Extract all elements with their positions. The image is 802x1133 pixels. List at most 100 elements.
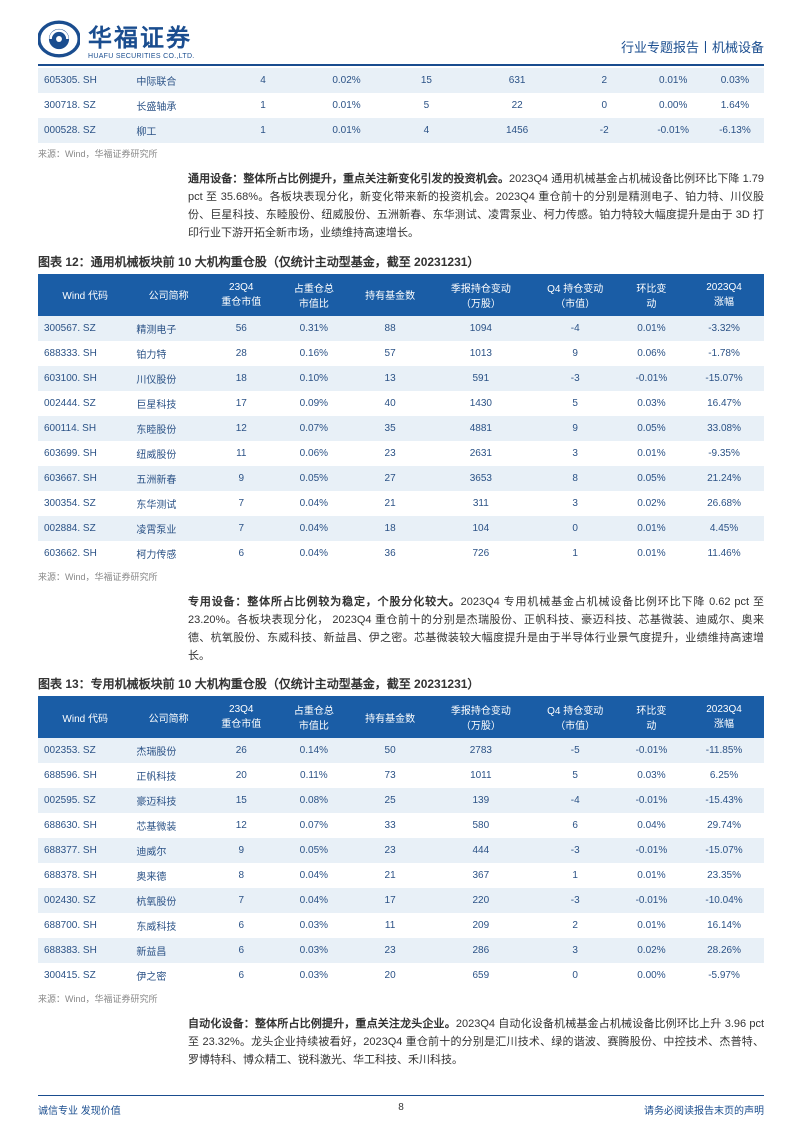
col-header: 持有基金数 <box>350 274 430 316</box>
table-cell: 0.31% <box>278 316 351 341</box>
table-cell: 伊之密 <box>132 963 205 988</box>
table-cell: 0.03% <box>619 763 684 788</box>
table-cell: -0.01% <box>619 788 684 813</box>
table-cell: 28 <box>205 341 278 366</box>
table-cell: 18 <box>205 366 278 391</box>
table-cell: 2 <box>532 913 619 938</box>
table-cell: -5.97% <box>684 963 764 988</box>
table-cell: 26 <box>205 738 278 763</box>
table-cell: 0.08% <box>278 788 351 813</box>
table-cell: 2783 <box>430 738 532 763</box>
table-cell: 0.04% <box>278 516 351 541</box>
table-cell: 4 <box>219 68 306 93</box>
table-cell: 0.05% <box>278 838 351 863</box>
col-header: 公司简称 <box>132 274 205 316</box>
table-cell: 28.26% <box>684 938 764 963</box>
header-right: 行业专题报告丨机械设备 <box>621 37 764 60</box>
table-cell: 21.24% <box>684 466 764 491</box>
footer-page-number: 8 <box>398 1102 404 1113</box>
table-cell: 3 <box>532 491 619 516</box>
table-cell: 2 <box>568 68 641 93</box>
table-cell: 7 <box>205 491 278 516</box>
col-header: 23Q4重仓市值 <box>205 696 278 738</box>
table-cell: 25 <box>350 788 430 813</box>
para3-bold: 自动化设备：整体所占比例提升，重点关注龙头企业。 <box>188 1018 456 1030</box>
table-cell: 4881 <box>430 416 532 441</box>
table-cell: 0.16% <box>278 341 351 366</box>
table-cell: 3653 <box>430 466 532 491</box>
table-cell: 纽威股份 <box>132 441 205 466</box>
col-header: 2023Q4涨幅 <box>684 696 764 738</box>
table-cell: 0.04% <box>278 888 351 913</box>
table-cell: 631 <box>466 68 568 93</box>
table-row: 688333. SH铂力特280.16%57101390.06%-1.78% <box>38 341 764 366</box>
table-cell: 23 <box>350 441 430 466</box>
table-cell: 11.46% <box>684 541 764 566</box>
logo-block: 华福证券 HUAFU SECURITIES CO.,LTD. <box>38 18 195 60</box>
table-cell: 0.02% <box>619 938 684 963</box>
table-cell: 688333. SH <box>38 341 132 366</box>
col-header: 23Q4重仓市值 <box>205 274 278 316</box>
table-cell: -1.78% <box>684 341 764 366</box>
table-cell: 36 <box>350 541 430 566</box>
table-cell: 0.01% <box>307 93 387 118</box>
table-cell: 603699. SH <box>38 441 132 466</box>
table-cell: 35 <box>350 416 430 441</box>
table-cell: 17 <box>350 888 430 913</box>
table-cell: 9 <box>532 416 619 441</box>
table-cell: 57 <box>350 341 430 366</box>
table-cell: 1 <box>532 863 619 888</box>
table-cell: 688596. SH <box>38 763 132 788</box>
table-cell: 7 <box>205 888 278 913</box>
table-row: 300354. SZ东华测试70.04%2131130.02%26.68% <box>38 491 764 516</box>
table-cell: 0.07% <box>278 813 351 838</box>
table-row: 688378. SH奥来德80.04%2136710.01%23.35% <box>38 863 764 888</box>
table-cell: 300567. SZ <box>38 316 132 341</box>
table-cell: 1094 <box>430 316 532 341</box>
table-cell: 0.01% <box>619 913 684 938</box>
table-cell: 286 <box>430 938 532 963</box>
col-header: 占重仓总市值比 <box>278 696 351 738</box>
table-cell: 0.01% <box>619 316 684 341</box>
table-cell: -0.01% <box>641 118 706 143</box>
table-cell: 1 <box>219 118 306 143</box>
table-cell: 新益昌 <box>132 938 205 963</box>
table-cell: 0.01% <box>619 516 684 541</box>
table-cell: 1 <box>219 93 306 118</box>
table-cell: 300415. SZ <box>38 963 132 988</box>
table-cell: 002353. SZ <box>38 738 132 763</box>
table-cell: 311 <box>430 491 532 516</box>
table-cell: 16.47% <box>684 391 764 416</box>
table-cell: 688630. SH <box>38 813 132 838</box>
table-cell: -15.07% <box>684 838 764 863</box>
table-cell: 13 <box>350 366 430 391</box>
table-cell: -2 <box>568 118 641 143</box>
table-cell: 56 <box>205 316 278 341</box>
table-cell: 605305. SH <box>38 68 132 93</box>
table-cell: 铂力特 <box>132 341 205 366</box>
table-cell: 000528. SZ <box>38 118 132 143</box>
table-cell: 6.25% <box>684 763 764 788</box>
table-cell: 0.06% <box>619 341 684 366</box>
table-cell: 11 <box>205 441 278 466</box>
footer-right: 请务必阅读报告末页的声明 <box>644 1102 764 1117</box>
col-header: 季报持仓变动（万股） <box>430 274 532 316</box>
table-cell: 1013 <box>430 341 532 366</box>
table-cell: 139 <box>430 788 532 813</box>
table-cell: 0.00% <box>641 93 706 118</box>
table-cell: 0.01% <box>641 68 706 93</box>
col-header: 占重仓总市值比 <box>278 274 351 316</box>
col-header: 2023Q4涨幅 <box>684 274 764 316</box>
table-cell: 0 <box>532 516 619 541</box>
table-row: 002884. SZ凌霄泵业70.04%1810400.01%4.45% <box>38 516 764 541</box>
table-row: 002444. SZ巨星科技170.09%40143050.03%16.47% <box>38 391 764 416</box>
table-cell: 22 <box>466 93 568 118</box>
table-cell: 21 <box>350 491 430 516</box>
table-row: 300567. SZ精测电子560.31%881094-40.01%-3.32% <box>38 316 764 341</box>
table-cell: 1456 <box>466 118 568 143</box>
table-cell: 9 <box>532 341 619 366</box>
table-cell: 0.04% <box>278 491 351 516</box>
table-cell: 209 <box>430 913 532 938</box>
table-cell: -11.85% <box>684 738 764 763</box>
table-cell: 0.09% <box>278 391 351 416</box>
